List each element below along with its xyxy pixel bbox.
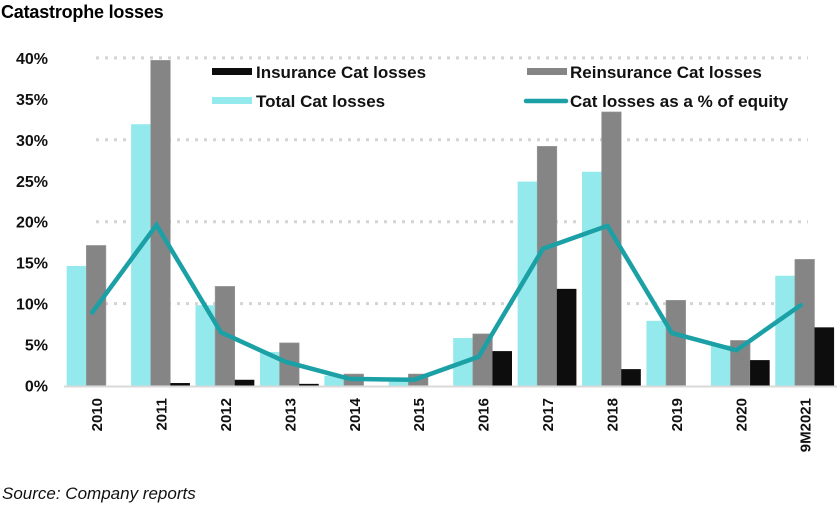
bar-insurance-2013 xyxy=(299,383,319,386)
bar-reinsurance-2010 xyxy=(86,245,107,386)
y-tick-label: 10% xyxy=(16,297,48,314)
line-cat-losses-pct-equity xyxy=(89,220,803,383)
bar-total-2012 xyxy=(195,305,216,386)
bar-total-2011 xyxy=(131,124,151,386)
x-tick-label: 2016 xyxy=(476,398,493,431)
bar-total-2018 xyxy=(582,171,602,386)
legend: Insurance Cat losses Reinsurance Cat loss… xyxy=(212,63,789,111)
y-tick-label: 35% xyxy=(16,92,48,109)
legend-swatch-insurance xyxy=(212,68,252,75)
y-tick-label: 20% xyxy=(16,215,48,232)
bar-insurance-2016 xyxy=(492,351,512,386)
bar-reinsurance-2018 xyxy=(601,111,622,386)
x-tick-label: 2011 xyxy=(154,398,171,431)
x-tick-label: 2018 xyxy=(604,398,621,431)
bar-insurance-2017 xyxy=(556,288,577,386)
y-tick-label: 0% xyxy=(25,379,48,396)
bar-reinsurance-2019 xyxy=(665,300,686,386)
y-tick-label: 40% xyxy=(16,51,48,68)
legend-label: Cat losses as a % of equity xyxy=(570,92,789,111)
y-tick-label: 15% xyxy=(16,256,48,273)
x-tick-label: 2015 xyxy=(411,398,428,431)
x-tick-label: 2010 xyxy=(89,398,106,431)
legend-item: Reinsurance Cat losses xyxy=(527,63,762,82)
y-tick-label: 25% xyxy=(16,174,48,191)
bar-total-9M2021 xyxy=(775,275,795,386)
bar-total-2020 xyxy=(710,345,731,386)
bar-total-2010 xyxy=(66,265,87,386)
y-axis: 0% 5% 10% 15% 20% 25% 30% 35% 40% xyxy=(16,51,48,396)
bar-insurance-9M2021 xyxy=(814,327,835,386)
x-tick-label: 2013 xyxy=(282,398,299,431)
bar-total-2015 xyxy=(388,380,409,386)
legend-label: Reinsurance Cat losses xyxy=(570,63,762,82)
bar-reinsurance-9M2021 xyxy=(794,259,815,386)
x-tick-label: 9M2021 xyxy=(798,398,815,452)
x-tick-label: 2014 xyxy=(347,397,364,431)
bars xyxy=(66,60,835,386)
x-tick-label: 2020 xyxy=(733,398,750,431)
x-axis: 2010 2011 2012 2013 2014 2015 2016 2017 2018 2019… xyxy=(89,397,815,452)
x-tick-label: 2012 xyxy=(218,398,235,431)
catastrophe-losses-chart: 0%5%10%15%20%25%30%35%40% 2010 2011 2012 20… xyxy=(16,51,837,452)
x-tick-label: 2019 xyxy=(669,398,686,431)
bar-total-2013 xyxy=(259,351,280,386)
equity-line-series xyxy=(89,220,803,383)
bar-total-2019 xyxy=(646,320,667,386)
legend-item: Cat losses as a % of equity xyxy=(523,92,789,111)
chart-title: Catastrophe losses xyxy=(1,2,164,22)
legend-swatch-total xyxy=(212,97,252,104)
bar-total-2014 xyxy=(324,375,344,386)
legend-swatch-reinsurance xyxy=(527,68,567,75)
bar-insurance-2018 xyxy=(621,369,641,386)
bar-insurance-2012 xyxy=(234,379,255,386)
x-tick-label: 2017 xyxy=(540,398,557,431)
bar-reinsurance-2017 xyxy=(536,146,558,386)
bar-reinsurance-2011 xyxy=(150,60,171,386)
bar-total-2017 xyxy=(517,181,538,386)
legend-item: Insurance Cat losses xyxy=(212,63,426,82)
legend-label: Insurance Cat losses xyxy=(256,63,426,82)
y-tick-label: 30% xyxy=(16,133,48,150)
legend-item: Total Cat losses xyxy=(212,92,385,111)
bar-insurance-2011 xyxy=(170,383,190,386)
gridlines xyxy=(96,56,808,306)
legend-label: Total Cat losses xyxy=(256,92,385,111)
source-note: Source: Company reports xyxy=(2,484,196,503)
y-tick-label: 5% xyxy=(25,338,48,355)
bar-insurance-2020 xyxy=(750,360,770,386)
